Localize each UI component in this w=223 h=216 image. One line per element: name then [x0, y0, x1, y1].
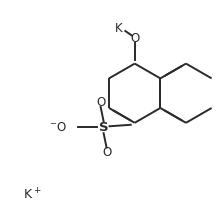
Text: K: K — [115, 22, 122, 35]
Text: S: S — [99, 121, 108, 134]
Text: $^{-}$O: $^{-}$O — [49, 121, 67, 134]
Text: O: O — [102, 146, 111, 159]
Text: K$^+$: K$^+$ — [23, 187, 41, 203]
Text: O: O — [130, 32, 139, 45]
Text: O: O — [96, 95, 105, 109]
